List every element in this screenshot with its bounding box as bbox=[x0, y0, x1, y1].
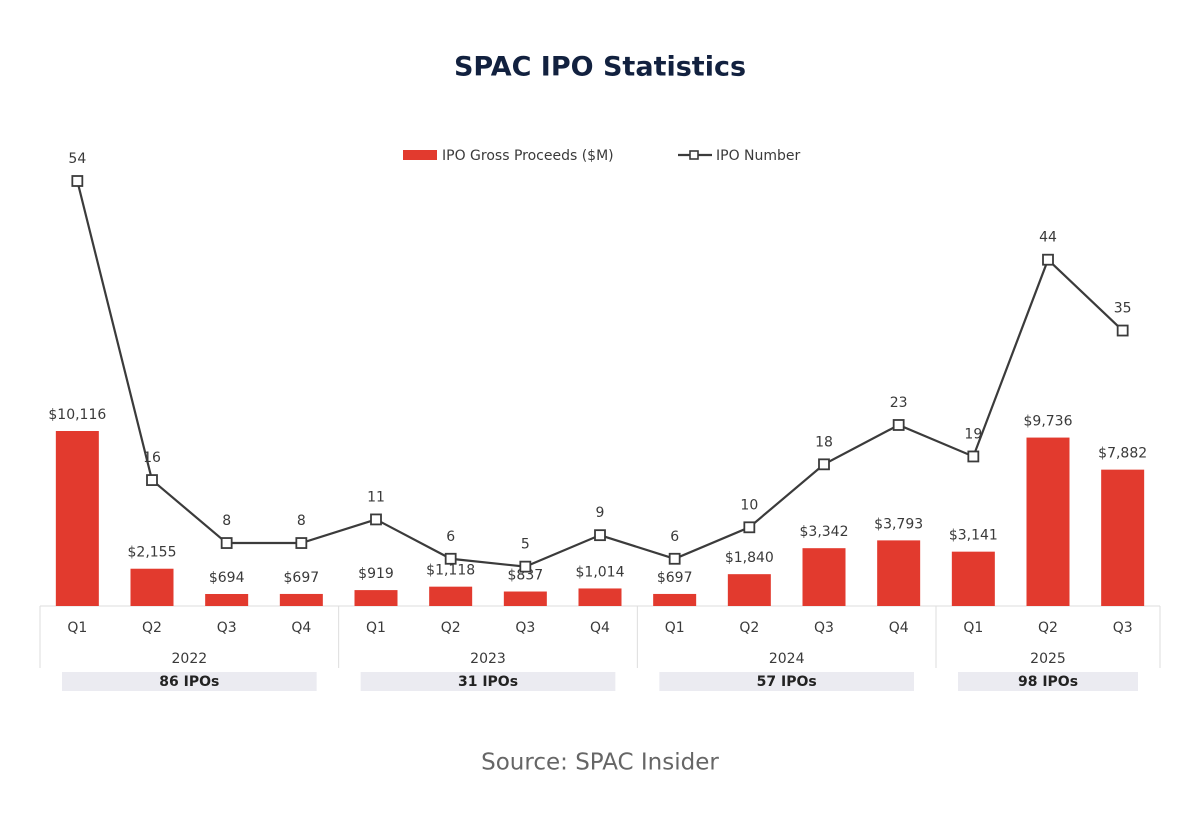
bar bbox=[802, 548, 846, 606]
line-value-label: 6 bbox=[446, 529, 455, 545]
x-tick-label: Q3 bbox=[814, 620, 834, 636]
x-tick-label: Q1 bbox=[665, 620, 685, 636]
line-marker bbox=[370, 513, 382, 526]
bar-value-label: $10,116 bbox=[48, 407, 106, 423]
line-marker bbox=[892, 419, 905, 431]
bar-value-label: $7,882 bbox=[1098, 446, 1147, 462]
year-total: 31 IPOs bbox=[458, 674, 518, 690]
bar bbox=[55, 431, 99, 606]
total-box bbox=[659, 672, 914, 691]
line-value-label: 54 bbox=[68, 151, 86, 167]
bar-value-label: $1,014 bbox=[576, 564, 625, 580]
year-label: 2025 bbox=[1030, 651, 1066, 667]
line-marker bbox=[1116, 324, 1129, 337]
line-marker bbox=[818, 458, 830, 471]
line-value-label: 11 bbox=[367, 489, 385, 505]
x-tick-label: Q3 bbox=[1113, 620, 1133, 636]
year-total: 86 IPOs bbox=[159, 674, 219, 690]
bar-value-label: $919 bbox=[358, 566, 394, 582]
bar-value-label: $3,342 bbox=[800, 524, 849, 540]
source: Source: SPAC Insider bbox=[481, 750, 719, 776]
bar bbox=[205, 593, 249, 606]
x-tick-label: Q3 bbox=[217, 620, 237, 636]
line-marker bbox=[444, 552, 457, 565]
x-tick-label: Q3 bbox=[515, 620, 535, 636]
year-total: 57 IPOs bbox=[757, 674, 817, 690]
x-tick-label: Q2 bbox=[1038, 620, 1058, 636]
line-marker bbox=[743, 521, 756, 534]
bar bbox=[354, 590, 398, 606]
line-marker bbox=[519, 560, 532, 573]
total-box bbox=[62, 672, 317, 691]
bar bbox=[279, 593, 323, 606]
line-marker bbox=[668, 552, 681, 565]
bar-value-label: $837 bbox=[508, 568, 544, 584]
x-tick-label: Q4 bbox=[590, 620, 610, 636]
bar bbox=[130, 568, 174, 606]
bar bbox=[578, 588, 622, 606]
bar bbox=[503, 591, 547, 606]
chart-title: SPAC IPO Statistics bbox=[454, 52, 746, 83]
line-marker bbox=[295, 537, 308, 549]
bar-value-label: $1,118 bbox=[426, 563, 475, 579]
line-value-label: 8 bbox=[297, 513, 306, 529]
x-tick-label: Q4 bbox=[889, 620, 909, 636]
bar-value-label: $694 bbox=[209, 570, 245, 586]
bar bbox=[1026, 437, 1070, 606]
bar bbox=[429, 586, 473, 606]
bar bbox=[1101, 469, 1145, 606]
line-value-label: 5 bbox=[521, 537, 530, 553]
x-tick-label: Q1 bbox=[963, 620, 983, 636]
bar-value-label: $2,155 bbox=[128, 545, 177, 561]
line-value-label: 23 bbox=[890, 395, 908, 411]
line-value-label: 10 bbox=[740, 497, 758, 513]
year-total: 98 IPOs bbox=[1018, 674, 1078, 690]
legend-swatch bbox=[403, 150, 437, 160]
bar-value-label: $3,141 bbox=[949, 528, 998, 544]
line-value-label: 8 bbox=[222, 513, 231, 529]
line-marker bbox=[1042, 253, 1054, 266]
x-tick-label: Q4 bbox=[291, 620, 311, 636]
x-tick-label: Q1 bbox=[67, 620, 87, 636]
legend-label: IPO Gross Proceeds ($M) bbox=[442, 148, 614, 164]
year-label: 2023 bbox=[470, 651, 506, 667]
line-marker bbox=[220, 537, 233, 549]
line-marker bbox=[71, 175, 84, 187]
bar-value-label: $1,840 bbox=[725, 550, 774, 566]
line-marker bbox=[594, 529, 606, 542]
bar-value-label: $9,736 bbox=[1024, 414, 1073, 430]
total-box bbox=[958, 672, 1138, 691]
line-value-label: 16 bbox=[143, 450, 161, 466]
x-tick-label: Q1 bbox=[366, 620, 386, 636]
line-value-label: 44 bbox=[1039, 230, 1057, 246]
bar-value-label: $697 bbox=[284, 570, 320, 586]
line-value-label: 19 bbox=[964, 426, 982, 442]
year-label: 2024 bbox=[769, 651, 805, 667]
line-marker bbox=[146, 474, 158, 486]
line-value-label: 18 bbox=[815, 434, 833, 450]
legend-marker bbox=[689, 150, 699, 160]
bar bbox=[653, 593, 697, 606]
line-value-label: 9 bbox=[596, 505, 605, 521]
total-box bbox=[360, 672, 616, 691]
bar-value-label: $697 bbox=[657, 570, 693, 586]
bar-value-label: $3,793 bbox=[874, 516, 923, 532]
bar bbox=[877, 540, 921, 606]
x-tick-label: Q2 bbox=[441, 620, 461, 636]
bar bbox=[951, 551, 995, 606]
line-marker bbox=[967, 450, 980, 463]
x-tick-label: Q2 bbox=[739, 620, 759, 636]
bar bbox=[727, 574, 771, 606]
x-tick-label: Q2 bbox=[142, 620, 162, 636]
line-value-label: 6 bbox=[670, 529, 679, 545]
legend-label: IPO Number bbox=[716, 148, 801, 164]
year-label: 2022 bbox=[172, 651, 208, 667]
line-value-label: 35 bbox=[1114, 301, 1132, 317]
